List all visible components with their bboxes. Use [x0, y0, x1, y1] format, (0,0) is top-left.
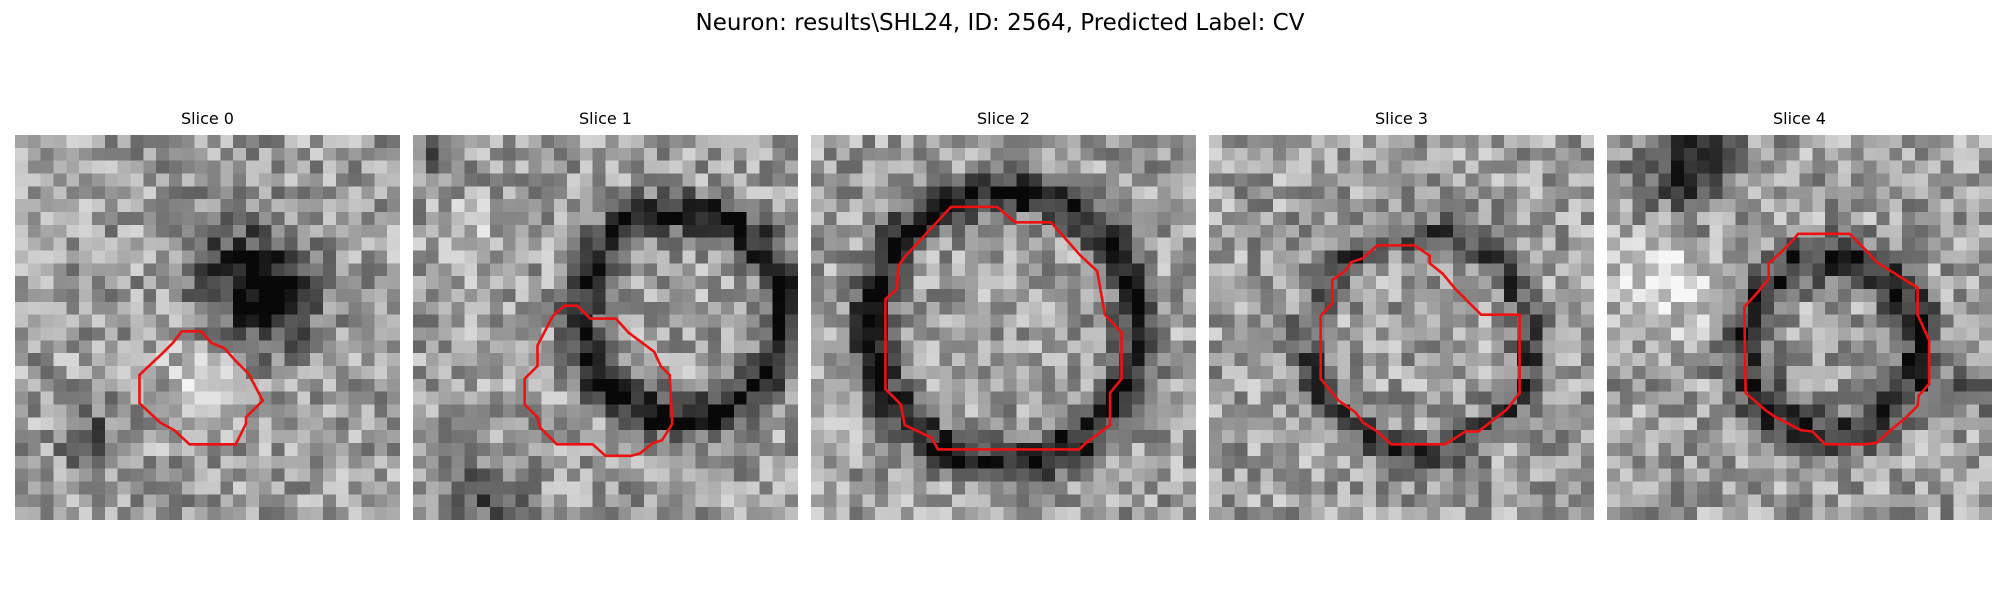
slice-title: Slice 0: [181, 109, 234, 128]
slice-title: Slice 3: [1375, 109, 1428, 128]
segmentation-contour: [1321, 245, 1520, 444]
microscopy-image: [1209, 135, 1594, 520]
slice-image: [413, 135, 798, 520]
slice-image: [1209, 135, 1594, 520]
segmentation-contour: [139, 331, 262, 444]
slice-panel-4: Slice 4: [1607, 108, 1992, 522]
slice-image: [1607, 135, 1992, 520]
slice-title: Slice 2: [977, 109, 1030, 128]
microscopy-image: [1607, 135, 1992, 520]
slice-title: Slice 1: [579, 109, 632, 128]
figure-title: Neuron: results\SHL24, ID: 2564, Predict…: [695, 10, 1305, 36]
slice-panel-1: Slice 1: [413, 108, 798, 522]
contour-overlay: [15, 135, 400, 520]
microscopy-image: [15, 135, 400, 520]
contour-overlay: [1209, 135, 1594, 520]
contour-overlay: [1607, 135, 1992, 520]
slice-panel-2: Slice 2: [811, 108, 1196, 522]
segmentation-contour: [525, 306, 673, 456]
segmentation-contour: [1744, 234, 1929, 444]
slice-panel-3: Slice 3: [1209, 108, 1594, 522]
slice-image: [15, 135, 400, 520]
segmentation-contour: [885, 207, 1121, 450]
microscopy-image: [811, 135, 1196, 520]
contour-overlay: [811, 135, 1196, 520]
slice-panel-0: Slice 0: [15, 108, 400, 522]
slice-image: [811, 135, 1196, 520]
slice-title: Slice 4: [1773, 109, 1826, 128]
contour-overlay: [413, 135, 798, 520]
